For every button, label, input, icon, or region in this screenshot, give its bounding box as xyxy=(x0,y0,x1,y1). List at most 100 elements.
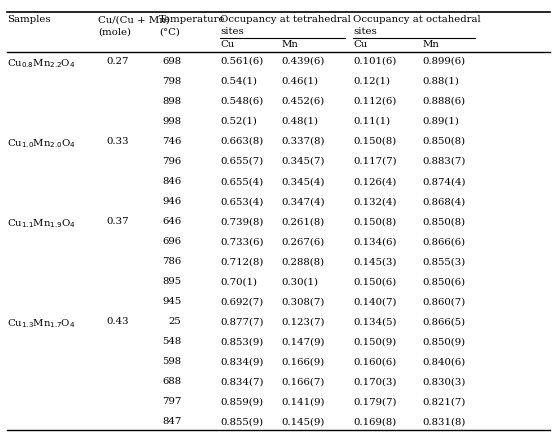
Text: 0.123(7): 0.123(7) xyxy=(281,317,325,326)
Text: 0.166(9): 0.166(9) xyxy=(281,357,325,366)
Text: 945: 945 xyxy=(162,297,182,306)
Text: 0.145(9): 0.145(9) xyxy=(281,417,325,426)
Text: 0.46(1): 0.46(1) xyxy=(281,77,318,86)
Text: 0.132(4): 0.132(4) xyxy=(353,197,397,206)
Text: 0.439(6): 0.439(6) xyxy=(281,57,325,66)
Text: 696: 696 xyxy=(163,237,182,246)
Text: 0.712(8): 0.712(8) xyxy=(221,257,263,266)
Text: sites: sites xyxy=(353,27,377,36)
Text: 25: 25 xyxy=(169,317,182,326)
Text: 0.830(3): 0.830(3) xyxy=(423,377,466,386)
Text: 0.160(6): 0.160(6) xyxy=(353,357,397,366)
Text: 0.134(6): 0.134(6) xyxy=(353,237,397,246)
Text: Cu$_{1.3}$Mn$_{1.7}$O$_4$: Cu$_{1.3}$Mn$_{1.7}$O$_4$ xyxy=(7,317,76,330)
Text: 0.850(8): 0.850(8) xyxy=(423,217,466,226)
Text: 0.88(1): 0.88(1) xyxy=(423,77,460,86)
Text: 0.150(6): 0.150(6) xyxy=(353,277,397,286)
Text: Occupancy at octahedral: Occupancy at octahedral xyxy=(353,15,481,25)
Text: (°C): (°C) xyxy=(159,27,180,36)
Text: 0.866(5): 0.866(5) xyxy=(423,317,466,326)
Text: Samples: Samples xyxy=(7,15,51,25)
Text: Cu/(Cu + Mn): Cu/(Cu + Mn) xyxy=(99,15,170,25)
Text: 0.308(7): 0.308(7) xyxy=(281,297,325,306)
Text: 0.345(7): 0.345(7) xyxy=(281,157,325,166)
Text: 0.117(7): 0.117(7) xyxy=(353,157,397,166)
Text: 0.337(8): 0.337(8) xyxy=(281,137,325,146)
Text: 0.888(6): 0.888(6) xyxy=(423,97,466,106)
Text: 0.840(6): 0.840(6) xyxy=(423,357,466,366)
Text: 0.33: 0.33 xyxy=(107,137,129,146)
Text: Temperature: Temperature xyxy=(159,15,226,25)
Text: 0.145(3): 0.145(3) xyxy=(353,257,397,266)
Text: Cu: Cu xyxy=(221,40,234,49)
Text: Cu$_{0.8}$Mn$_{2.2}$O$_4$: Cu$_{0.8}$Mn$_{2.2}$O$_4$ xyxy=(7,57,76,70)
Text: 0.54(1): 0.54(1) xyxy=(221,77,257,86)
Text: 0.834(7): 0.834(7) xyxy=(221,377,264,386)
Text: 548: 548 xyxy=(162,337,182,346)
Text: 797: 797 xyxy=(162,397,182,406)
Text: 0.11(1): 0.11(1) xyxy=(353,117,390,126)
Text: 0.261(8): 0.261(8) xyxy=(281,217,325,226)
Text: 0.179(7): 0.179(7) xyxy=(353,397,397,406)
Text: 0.821(7): 0.821(7) xyxy=(423,397,466,406)
Text: 0.140(7): 0.140(7) xyxy=(353,297,397,306)
Text: 0.169(8): 0.169(8) xyxy=(353,417,397,426)
Text: 0.288(8): 0.288(8) xyxy=(281,257,324,266)
Text: 0.663(8): 0.663(8) xyxy=(221,137,263,146)
Text: Mn: Mn xyxy=(423,40,439,49)
Text: 0.834(9): 0.834(9) xyxy=(221,357,263,366)
Text: sites: sites xyxy=(221,27,244,36)
Text: (mole): (mole) xyxy=(99,27,131,36)
Text: 0.655(7): 0.655(7) xyxy=(221,157,263,166)
Text: 0.12(1): 0.12(1) xyxy=(353,77,390,86)
Text: Cu: Cu xyxy=(353,40,368,49)
Text: 0.134(5): 0.134(5) xyxy=(353,317,397,326)
Text: 0.739(8): 0.739(8) xyxy=(221,217,263,226)
Text: 0.653(4): 0.653(4) xyxy=(221,197,263,206)
Text: 0.112(6): 0.112(6) xyxy=(353,97,397,106)
Text: 0.874(4): 0.874(4) xyxy=(423,177,466,186)
Text: 0.141(9): 0.141(9) xyxy=(281,397,325,406)
Text: 698: 698 xyxy=(163,57,182,66)
Text: 0.147(9): 0.147(9) xyxy=(281,337,325,346)
Text: 846: 846 xyxy=(162,177,182,186)
Text: Cu$_{1.1}$Mn$_{1.9}$O$_4$: Cu$_{1.1}$Mn$_{1.9}$O$_4$ xyxy=(7,217,76,230)
Text: 847: 847 xyxy=(162,417,182,426)
Text: 0.48(1): 0.48(1) xyxy=(281,117,318,126)
Text: 0.345(4): 0.345(4) xyxy=(281,177,325,186)
Text: 0.89(1): 0.89(1) xyxy=(423,117,460,126)
Text: 0.877(7): 0.877(7) xyxy=(221,317,264,326)
Text: 0.866(6): 0.866(6) xyxy=(423,237,466,246)
Text: 895: 895 xyxy=(163,277,182,286)
Text: 0.899(6): 0.899(6) xyxy=(423,57,466,66)
Text: 0.150(9): 0.150(9) xyxy=(353,337,397,346)
Text: 0.452(6): 0.452(6) xyxy=(281,97,325,106)
Text: 0.166(7): 0.166(7) xyxy=(281,377,325,386)
Text: 0.883(7): 0.883(7) xyxy=(423,157,466,166)
Text: 0.347(4): 0.347(4) xyxy=(281,197,325,206)
Text: Occupancy at tetrahedral: Occupancy at tetrahedral xyxy=(221,15,351,25)
Text: 0.37: 0.37 xyxy=(107,217,129,226)
Text: 688: 688 xyxy=(163,377,182,386)
Text: 0.101(6): 0.101(6) xyxy=(353,57,397,66)
Text: 0.850(8): 0.850(8) xyxy=(423,137,466,146)
Text: 998: 998 xyxy=(163,117,182,126)
Text: 0.859(9): 0.859(9) xyxy=(221,397,263,406)
Text: 0.692(7): 0.692(7) xyxy=(221,297,263,306)
Text: 0.126(4): 0.126(4) xyxy=(353,177,397,186)
Text: 0.43: 0.43 xyxy=(107,317,129,326)
Text: 946: 946 xyxy=(162,197,182,206)
Text: 0.150(8): 0.150(8) xyxy=(353,217,397,226)
Text: Cu$_{1.0}$Mn$_{2.0}$O$_4$: Cu$_{1.0}$Mn$_{2.0}$O$_4$ xyxy=(7,137,76,150)
Text: 0.850(6): 0.850(6) xyxy=(423,277,466,286)
Text: 898: 898 xyxy=(163,97,182,106)
Text: 0.70(1): 0.70(1) xyxy=(221,277,257,286)
Text: 786: 786 xyxy=(162,257,182,266)
Text: 0.170(3): 0.170(3) xyxy=(353,377,397,386)
Text: 0.655(4): 0.655(4) xyxy=(221,177,263,186)
Text: 0.855(3): 0.855(3) xyxy=(423,257,466,266)
Text: 0.27: 0.27 xyxy=(107,57,129,66)
Text: 646: 646 xyxy=(162,217,182,226)
Text: 746: 746 xyxy=(162,137,182,146)
Text: Mn: Mn xyxy=(281,40,298,49)
